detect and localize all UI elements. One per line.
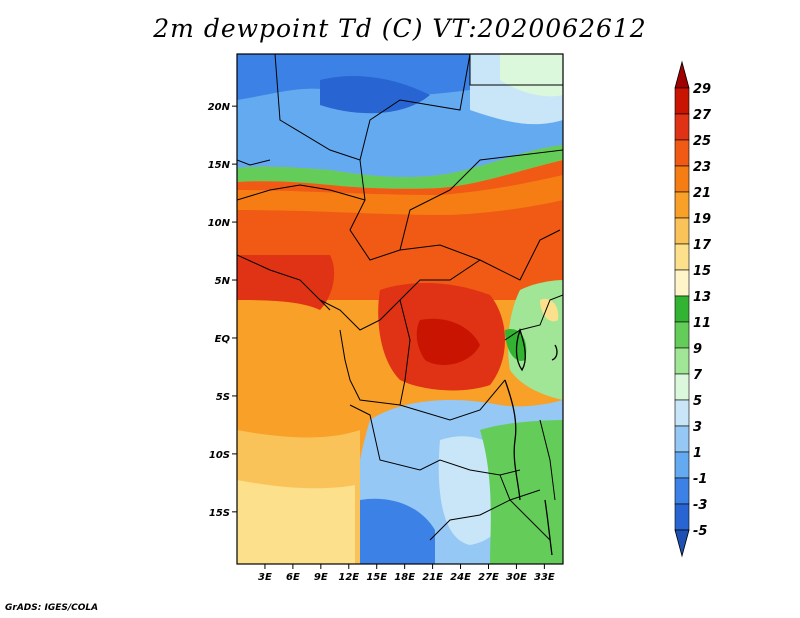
country-borders [237,54,563,541]
lon-tick-label: 30E [506,572,527,583]
lon-tick-label: 24E [450,572,471,583]
colorbar-label: 1 [693,446,702,461]
colorbar-label: 7 [693,368,703,383]
colorbar-swatch [674,87,690,115]
lake-outlines [504,327,558,556]
lon-tick-label: 6E [286,572,300,583]
colorbar-top-arrow [674,60,690,89]
colorbar-label: 15 [693,264,711,279]
colorbar-swatch [674,243,690,271]
lon-tick-label: 18E [394,572,415,583]
colorbar-swatch [674,113,690,141]
colorbar-label: 11 [693,316,711,331]
map-title: 2m dewpoint Td (C) VT:2020062612 [153,14,647,43]
lon-tick-label: 33E [534,572,555,583]
lat-tick-label: 15S [209,508,230,519]
colorbar-label: 21 [693,186,711,201]
colorbar-swatch [674,269,690,297]
colorbar-label: -3 [693,498,707,513]
lat-tick-label: EQ [215,334,231,345]
colorbar-label: 17 [693,238,712,253]
colorbar-swatch [674,451,690,479]
colorbar-swatch [674,191,690,219]
colorbar: 29 27 25 23 21 19 17 15 13 11 9 7 5 3 1 -1 -3 -5 [674,60,712,558]
colorbar-label: 9 [693,342,702,357]
lon-tick-label: 3E [258,572,272,583]
colorbar-swatch [674,165,690,193]
map-frame [236,53,564,565]
lat-tick-label: 5N [215,276,231,287]
colorbar-label: 23 [693,160,711,175]
colorbar-swatch [674,347,690,375]
colorbar-label: 27 [693,108,712,123]
colorbar-swatch [674,295,690,323]
lon-tick-label: 15E [366,572,387,583]
colorbar-swatch [674,399,690,427]
colorbar-label: 3 [693,420,702,435]
colorbar-label: 13 [693,290,711,305]
latitude-axis: 20N 15N 10N 5N EQ 5S 10S 15S [208,102,237,519]
colorbar-label: -1 [693,472,707,487]
lon-tick-label: 21E [422,572,443,583]
lon-tick-label: 9E [314,572,328,583]
colorbar-swatch [674,373,690,401]
colorbar-swatch [674,217,690,245]
lon-tick-label: 27E [478,572,499,583]
colorbar-swatch [674,477,690,505]
lat-tick-label: 15N [208,160,231,171]
colorbar-swatch [674,503,690,531]
colorbar-swatch [674,321,690,349]
colorbar-bottom-arrow [674,529,690,558]
colorbar-label: 19 [693,212,711,227]
colorbar-label: -5 [693,524,707,539]
longitude-axis: 3E 6E 9E 12E 15E 18E 21E 24E 27E 30E 33E [258,564,555,583]
colorbar-label: 29 [693,82,711,97]
colorbar-swatch [674,139,690,167]
grads-credit: GrADS: IGES/COLA [5,603,99,613]
colorbar-label: 5 [693,394,702,409]
dewpoint-field [237,54,563,564]
lon-tick-label: 12E [338,572,359,583]
lat-tick-label: 5S [216,392,230,403]
lat-tick-label: 20N [208,102,231,113]
lat-tick-label: 10S [209,450,230,461]
colorbar-swatch [674,425,690,453]
colorbar-label: 25 [693,134,711,149]
lat-tick-label: 10N [208,218,231,229]
